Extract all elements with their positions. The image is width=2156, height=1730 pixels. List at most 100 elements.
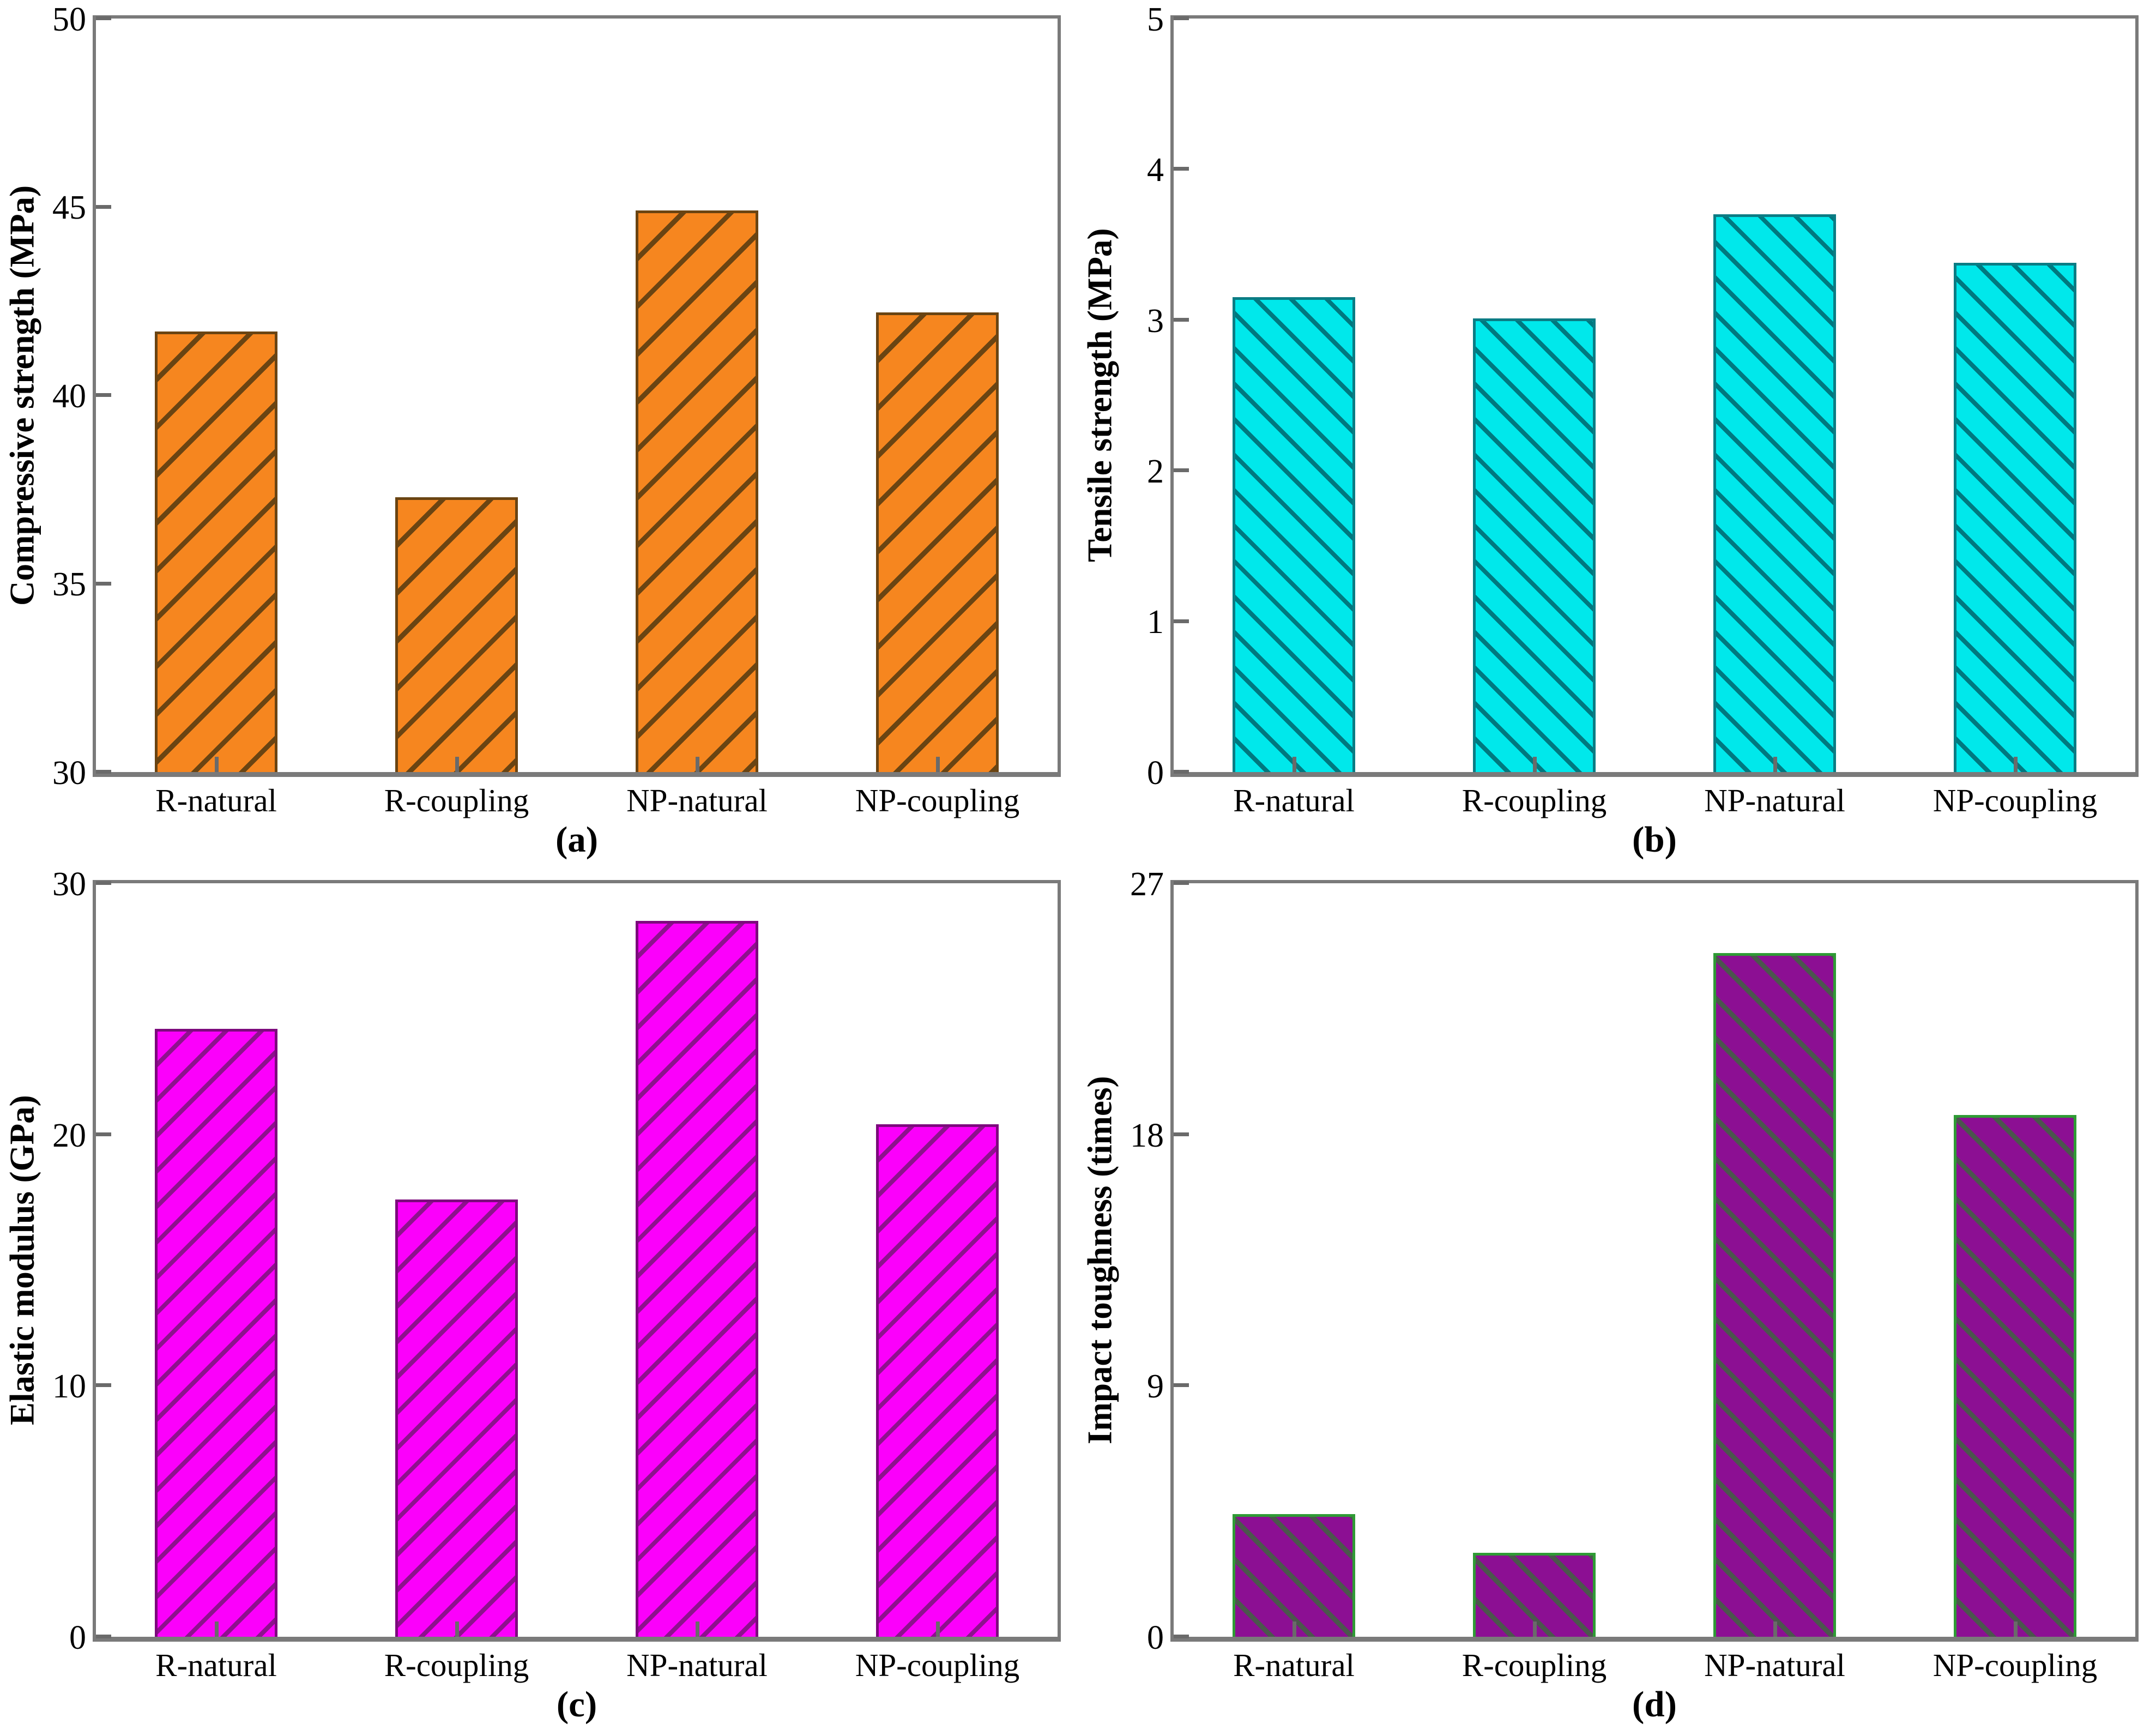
x-category-label: NP-coupling (1932, 1647, 2098, 1683)
y-tick (1174, 1132, 1189, 1136)
x-category-label: R-natural (155, 782, 277, 818)
x-category-label: R-coupling (384, 782, 529, 818)
x-tick (1773, 1622, 1777, 1637)
y-axis-tick-labels: 30 35 40 45 50 (32, 3, 86, 790)
x-tick (695, 1622, 699, 1637)
x-tick (1292, 1622, 1296, 1637)
panel-c: Elastic modulus (GPa) 0 10 20 30 R-natural R… (0, 865, 1078, 1730)
y-tick-label: 0 (69, 1619, 86, 1656)
x-category-label: NP-coupling (855, 782, 1020, 818)
x-tick (1532, 1622, 1537, 1637)
x-tick (2013, 757, 2018, 772)
bar-np-natural (636, 921, 758, 1637)
x-tick (935, 1622, 940, 1637)
x-tick (455, 1622, 459, 1637)
bar-r-coupling (1473, 318, 1596, 772)
x-axis-labels: R-natural R-coupling NP-natural NP-coupling (96, 783, 1058, 818)
y-tick-label: 18 (1130, 1117, 1164, 1154)
y-tick-label: 45 (52, 189, 86, 227)
y-tick-label: 5 (1147, 1, 1164, 38)
y-tick (1174, 16, 1189, 20)
y-tick-label: 27 (1130, 865, 1164, 903)
panel-caption: (d) (1632, 1684, 1677, 1725)
y-tick (96, 16, 111, 20)
y-tick (96, 581, 111, 586)
x-tick (214, 1622, 219, 1637)
panel-caption: (a) (555, 819, 599, 860)
bar-r-natural (1233, 297, 1355, 772)
x-tick (695, 757, 699, 772)
bar-r-natural (155, 1029, 277, 1637)
panel-a: Compressive strength (MPa) 30 35 40 45 50 R-… (0, 0, 1078, 865)
x-tick (2013, 1622, 2018, 1637)
x-category-label: NP-natural (1704, 1647, 1845, 1683)
y-tick-label: 2 (1147, 453, 1164, 491)
x-category-label: R-natural (155, 1647, 277, 1683)
panel-caption: (b) (1632, 819, 1677, 860)
bar-np-natural (636, 210, 758, 772)
bar-np-coupling (1954, 262, 2076, 772)
x-tick (1292, 757, 1296, 772)
bar-np-coupling (1954, 1114, 2076, 1637)
y-tick-label: 10 (52, 1368, 86, 1406)
x-category-label: NP-natural (626, 1647, 768, 1683)
y-tick-label: 20 (52, 1117, 86, 1154)
x-category-label: R-natural (1233, 1647, 1355, 1683)
plot-area (1170, 15, 2139, 777)
bar-np-coupling (876, 312, 999, 772)
y-tick (96, 1635, 111, 1638)
y-tick (1174, 881, 1189, 885)
bar-r-natural (155, 331, 277, 772)
panel-caption: (c) (556, 1684, 597, 1725)
y-axis-tick-labels: 0 10 20 30 (32, 867, 86, 1655)
plot-area (93, 880, 1061, 1642)
bar-np-natural (1713, 214, 1836, 772)
x-tick (455, 757, 459, 772)
x-tick (214, 757, 219, 772)
y-tick-label: 0 (1147, 1619, 1164, 1656)
bar-np-natural (1713, 953, 1836, 1637)
y-tick-label: 30 (52, 754, 86, 792)
x-tick (935, 757, 940, 772)
plot-area (93, 15, 1061, 777)
x-axis-labels: R-natural R-coupling NP-natural NP-coupling (1174, 1648, 2135, 1683)
y-tick (1174, 167, 1189, 171)
y-tick (96, 393, 111, 397)
x-axis-labels: R-natural R-coupling NP-natural NP-coupling (1174, 783, 2135, 818)
bar-r-coupling (395, 1199, 518, 1637)
y-tick (96, 1383, 111, 1388)
x-category-label: NP-natural (626, 782, 768, 818)
y-tick (1174, 770, 1189, 774)
y-tick (96, 881, 111, 885)
y-tick-label: 4 (1147, 152, 1164, 189)
x-category-label: R-coupling (1462, 782, 1607, 818)
plot-area (1170, 880, 2139, 1642)
y-tick (1174, 317, 1189, 322)
y-tick (1174, 1383, 1189, 1388)
y-tick-label: 35 (52, 566, 86, 604)
x-axis-labels: R-natural R-coupling NP-natural NP-coupling (96, 1648, 1058, 1683)
y-tick-label: 30 (52, 865, 86, 903)
y-tick (96, 1132, 111, 1136)
y-axis-tick-labels: 0 9 18 27 (1109, 867, 1164, 1655)
bar-r-coupling (395, 497, 518, 772)
y-tick (96, 770, 111, 774)
x-tick (1773, 757, 1777, 772)
x-tick (1532, 757, 1537, 772)
y-tick (1174, 468, 1189, 473)
y-tick (1174, 1635, 1189, 1638)
x-category-label: NP-coupling (1932, 782, 2098, 818)
y-tick-label: 9 (1147, 1368, 1164, 1406)
x-category-label: NP-coupling (855, 1647, 1020, 1683)
bar-np-coupling (876, 1124, 999, 1637)
bar-r-natural (1233, 1514, 1355, 1637)
x-category-label: R-natural (1233, 782, 1355, 818)
y-tick (1174, 619, 1189, 623)
panel-d: Impact toughness (times) 0 9 18 27 R-natura… (1078, 865, 2156, 1730)
y-axis-tick-labels: 0 1 2 3 4 5 (1109, 3, 1164, 790)
y-tick-label: 50 (52, 1, 86, 38)
x-category-label: R-coupling (384, 1647, 529, 1683)
x-category-label: NP-natural (1704, 782, 1845, 818)
